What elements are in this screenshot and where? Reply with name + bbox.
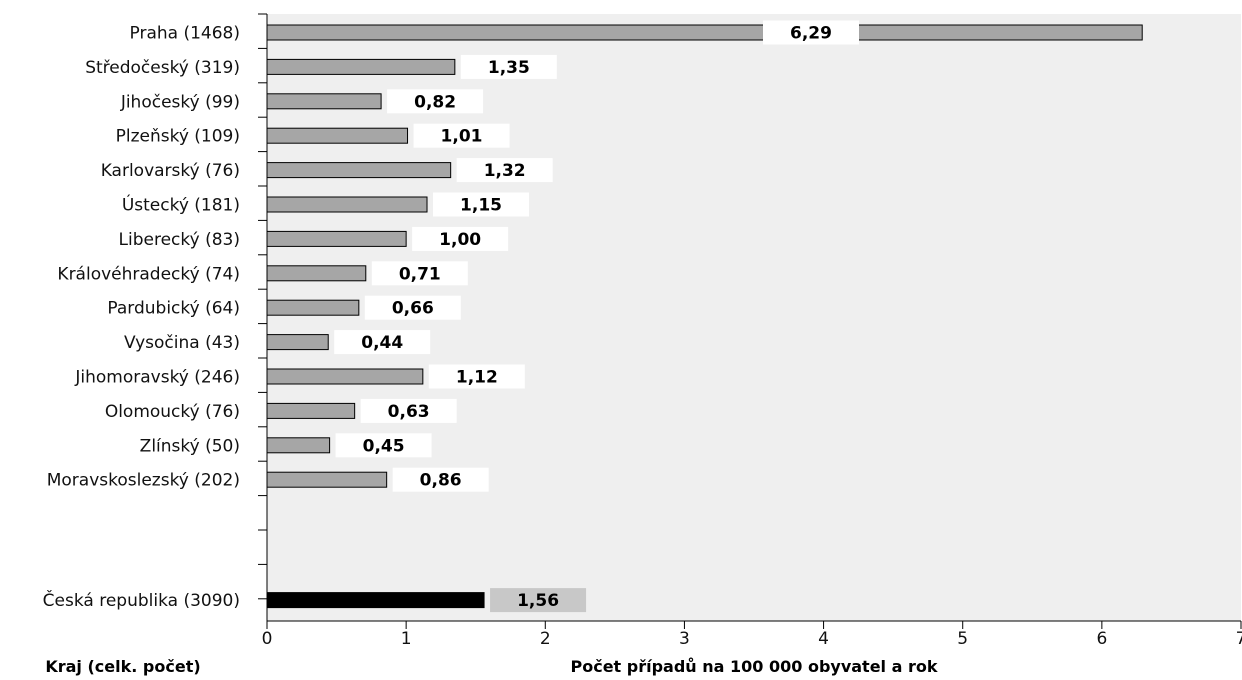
category-label: Jihočeský (99) bbox=[120, 92, 240, 112]
x-tick-label: 3 bbox=[679, 629, 690, 649]
value-label: 0,45 bbox=[363, 436, 405, 456]
x-tick-label: 5 bbox=[957, 629, 968, 649]
x-tick-label: 6 bbox=[1096, 629, 1107, 649]
bar bbox=[266, 471, 388, 488]
value-label: 1,15 bbox=[460, 196, 502, 216]
x-tick-label: 2 bbox=[540, 629, 551, 649]
x-axis-title: Počet případů na 100 000 obyvatel a rok bbox=[570, 657, 937, 676]
value-label-bg bbox=[428, 364, 525, 389]
value-label: 0,82 bbox=[414, 92, 456, 112]
value-label: 1,35 bbox=[488, 58, 530, 78]
value-label-bg bbox=[371, 261, 468, 286]
x-tick-label: 4 bbox=[818, 629, 829, 649]
value-label-bg bbox=[334, 330, 431, 355]
x-tick-label: 1 bbox=[401, 629, 412, 649]
bar bbox=[266, 162, 452, 179]
value-label-bg bbox=[456, 158, 553, 183]
bar bbox=[266, 402, 356, 419]
category-label: Vysočina (43) bbox=[124, 333, 240, 353]
value-label-bg bbox=[460, 54, 557, 79]
value-label: 6,29 bbox=[790, 24, 832, 44]
value-label: 1,12 bbox=[456, 368, 498, 388]
total-category-label: Česká republika (3090) bbox=[43, 589, 240, 611]
category-label: Liberecký (83) bbox=[119, 230, 240, 250]
category-label: Moravskoslezský (202) bbox=[47, 471, 240, 491]
bar bbox=[266, 299, 360, 316]
bar bbox=[266, 437, 331, 454]
y-axis-title: Kraj (celk. počet) bbox=[45, 657, 200, 676]
category-label: Praha (1468) bbox=[130, 24, 240, 44]
value-label-bg bbox=[387, 89, 484, 114]
bar bbox=[266, 93, 382, 110]
x-tick-label: 7 bbox=[1236, 629, 1242, 649]
total-value-label: 1,56 bbox=[517, 591, 559, 611]
value-label: 0,86 bbox=[420, 471, 462, 491]
value-label: 0,63 bbox=[388, 402, 430, 422]
value-label: 1,00 bbox=[439, 230, 481, 250]
total-value-label-bg bbox=[490, 588, 587, 613]
bar bbox=[266, 265, 367, 282]
value-label-bg bbox=[392, 467, 489, 492]
bar bbox=[266, 230, 407, 247]
value-label-bg bbox=[433, 192, 530, 217]
category-label: Středočeský (319) bbox=[85, 58, 240, 78]
value-label-bg bbox=[412, 226, 509, 251]
value-label: 1,32 bbox=[484, 161, 526, 181]
bar bbox=[266, 368, 424, 385]
category-label: Karlovarský (76) bbox=[101, 161, 240, 181]
total-bar bbox=[266, 592, 485, 609]
value-label-bg bbox=[360, 398, 457, 423]
category-label: Jihomoravský (246) bbox=[74, 368, 240, 388]
value-label-bg bbox=[364, 295, 461, 320]
value-label: 0,66 bbox=[392, 299, 434, 319]
category-label: Zlínský (50) bbox=[140, 436, 240, 456]
value-label: 1,01 bbox=[441, 127, 483, 147]
bar bbox=[266, 127, 409, 144]
value-label: 0,44 bbox=[361, 333, 403, 353]
category-label: Královéhradecký (74) bbox=[57, 264, 240, 284]
bar bbox=[266, 24, 1143, 41]
value-label: 0,71 bbox=[399, 264, 441, 284]
bar bbox=[266, 196, 428, 213]
value-label-bg bbox=[335, 433, 432, 458]
category-label: Olomoucký (76) bbox=[105, 402, 240, 422]
bar bbox=[266, 58, 456, 75]
category-label: Plzeňský (109) bbox=[116, 127, 240, 147]
x-tick-label: 0 bbox=[262, 629, 273, 649]
category-label: Ústecký (181) bbox=[122, 194, 240, 216]
value-label-bg bbox=[763, 20, 859, 45]
value-label-bg bbox=[413, 123, 510, 148]
bar bbox=[266, 334, 329, 351]
category-label: Pardubický (64) bbox=[107, 299, 240, 319]
